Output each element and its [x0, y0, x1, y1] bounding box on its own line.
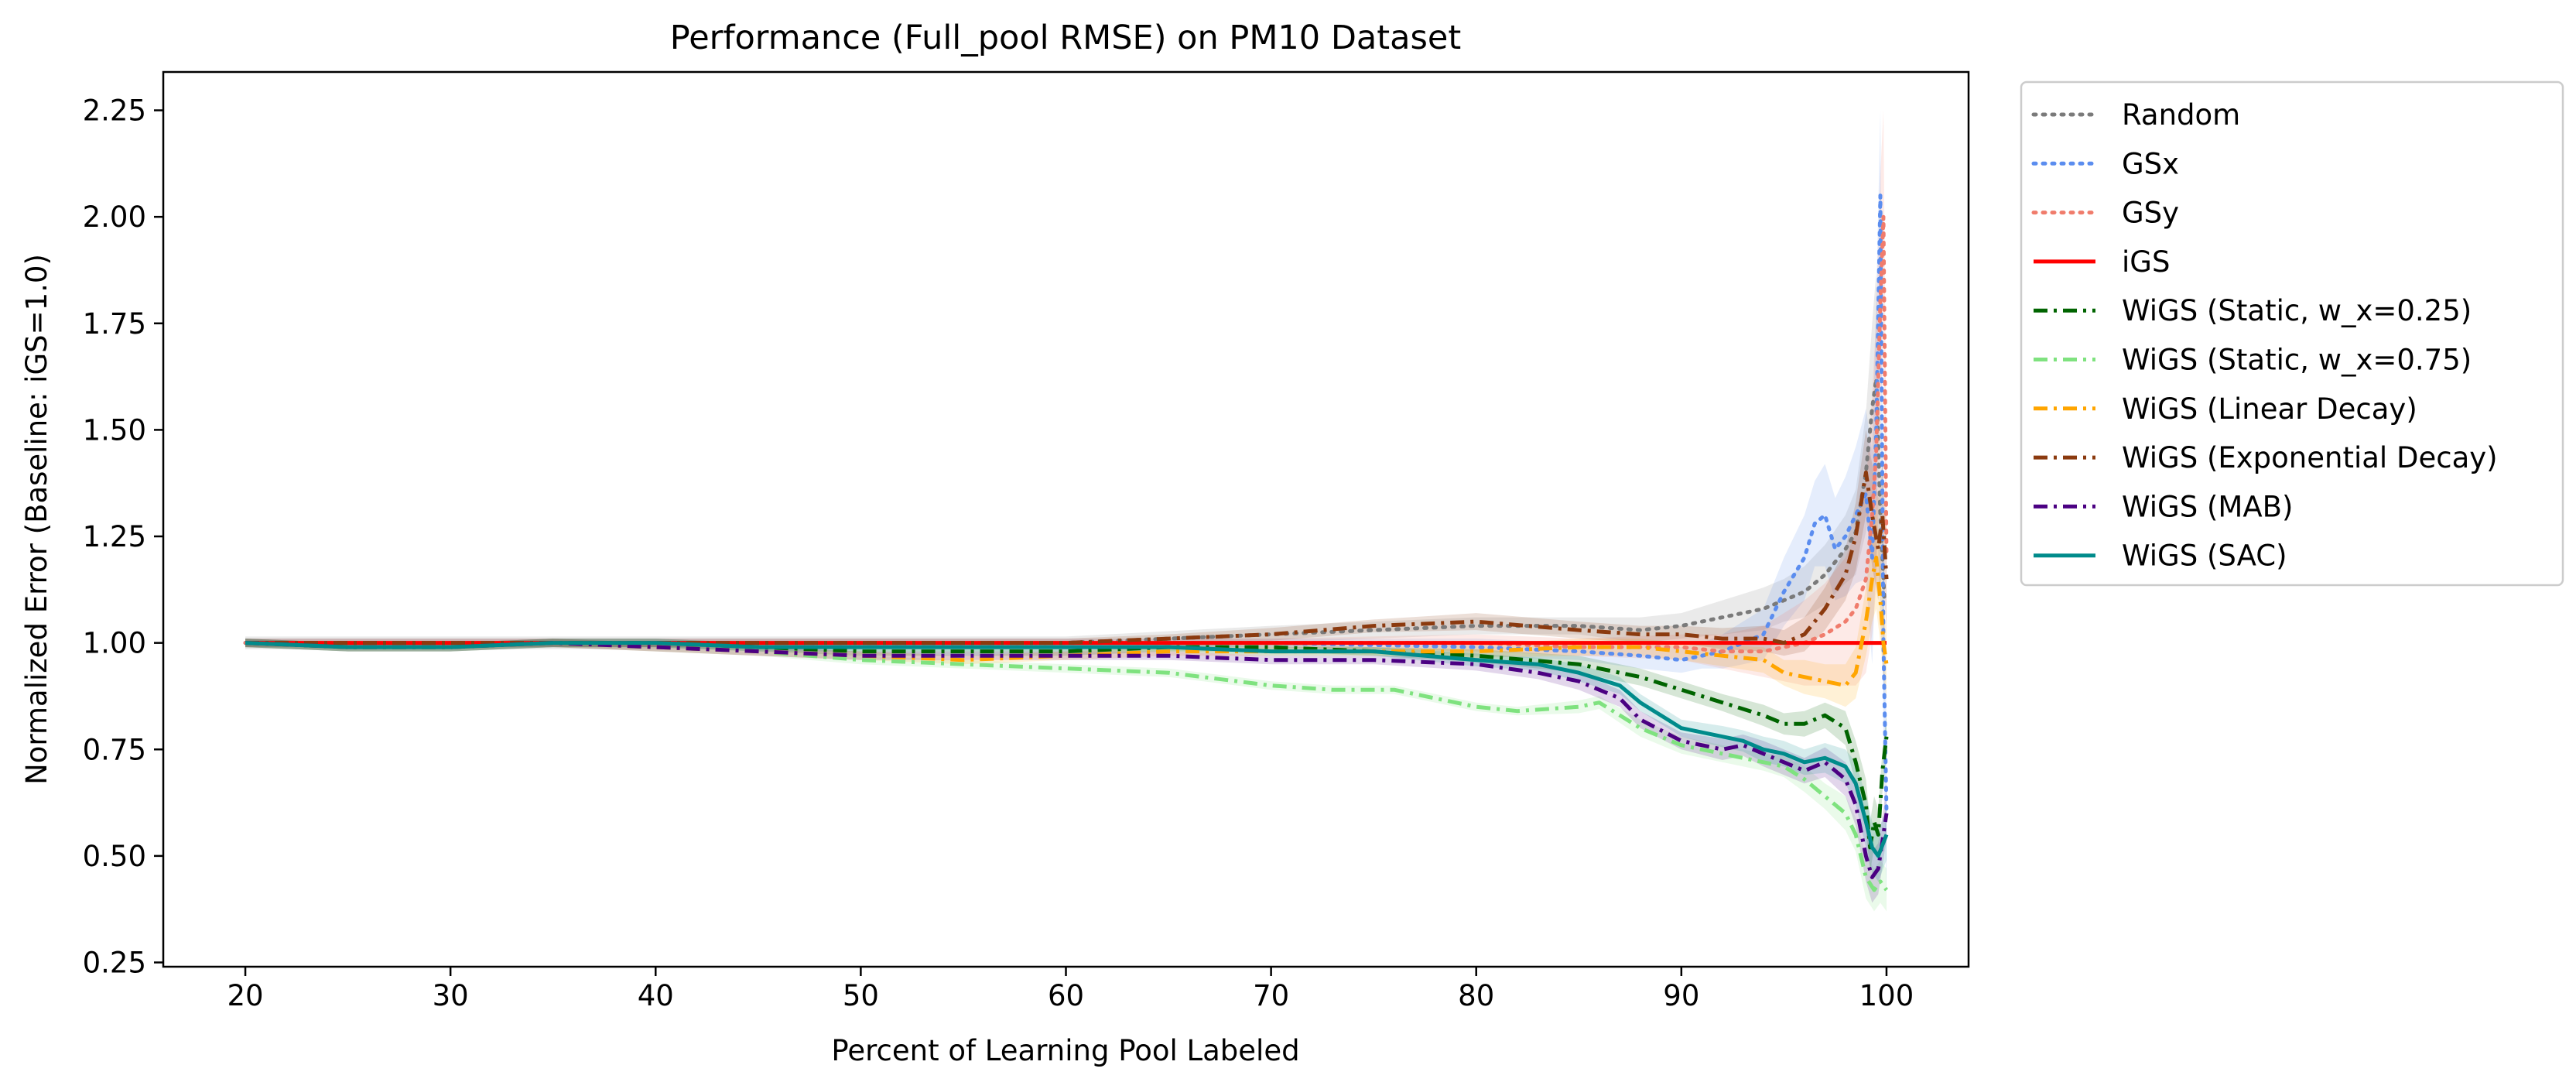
legend-label-gsx: GSx	[2122, 147, 2179, 180]
x-tick-label: 20	[227, 979, 263, 1012]
series-line-wigs-static-w-x-0-75	[245, 641, 1889, 892]
y-tick-label: 1.50	[83, 413, 146, 447]
legend-label-wigs-exponential-decay: WiGS (Exponential Decay)	[2122, 441, 2498, 474]
y-axis-label: Normalized Error (Baseline: iGS=1.0)	[20, 254, 53, 785]
x-axis: 20 30 40 50 60 70 80 90 100	[227, 967, 1914, 1012]
y-tick-label: 0.25	[83, 946, 146, 979]
legend-label-random: Random	[2122, 98, 2240, 132]
y-tick-label: 2.00	[83, 200, 146, 234]
y-axis: 0.25 0.50 0.75 1.00 1.25 1.50 1.75 2.00 2.25	[83, 94, 163, 979]
x-tick-label: 30	[433, 979, 469, 1012]
legend-label-wigs-linear-decay: WiGS (Linear Decay)	[2122, 392, 2417, 426]
y-tick-label: 2.25	[83, 94, 146, 128]
legend-label-gsy: GSy	[2122, 197, 2179, 230]
y-tick-label: 1.00	[83, 627, 146, 660]
x-tick-label: 90	[1663, 979, 1699, 1012]
plot-area	[243, 110, 1889, 912]
x-tick-label: 100	[1859, 979, 1914, 1012]
x-tick-label: 80	[1458, 979, 1494, 1012]
series-line-wigs-sac	[245, 641, 1889, 858]
legend-label-wigs-mab: WiGS (MAB)	[2122, 490, 2293, 523]
series-line-wigs-exponential-decay	[245, 470, 1889, 646]
band-wigs-exponential-decay	[245, 430, 1887, 656]
y-tick-label: 0.50	[83, 840, 146, 873]
y-tick-label: 1.75	[83, 307, 146, 341]
legend-label-wigs-sac: WiGS (SAC)	[2122, 539, 2287, 573]
y-tick-label: 1.25	[83, 520, 146, 553]
x-tick-label: 40	[638, 979, 674, 1012]
legend-label-igs: iGS	[2122, 245, 2170, 279]
x-tick-label: 60	[1048, 979, 1084, 1012]
legend-frame	[2020, 80, 2564, 587]
series-line-wigs-mab	[245, 641, 1889, 879]
y-tick-label: 0.75	[83, 733, 146, 766]
band-wigs-static-w-x-0-75	[245, 639, 1887, 912]
x-axis-label: Percent of Learning Pool Labeled	[831, 1034, 1299, 1067]
legend-label-wigs-static-w-x-0-75: WiGS (Static, w_x=0.75)	[2122, 344, 2472, 377]
legend: Random GSx GSy iGS WiGS (Static, w_x=0.25) Wi…	[2020, 80, 2564, 587]
band-wigs-linear-decay	[245, 506, 1887, 707]
x-tick-label: 70	[1253, 979, 1289, 1012]
legend-label-wigs-static-w-x-0-25: WiGS (Static, w_x=0.25)	[2122, 294, 2472, 327]
chart-title: Performance (Full_pool RMSE) on PM10 Dat…	[670, 19, 1461, 57]
x-tick-label: 50	[843, 979, 879, 1012]
